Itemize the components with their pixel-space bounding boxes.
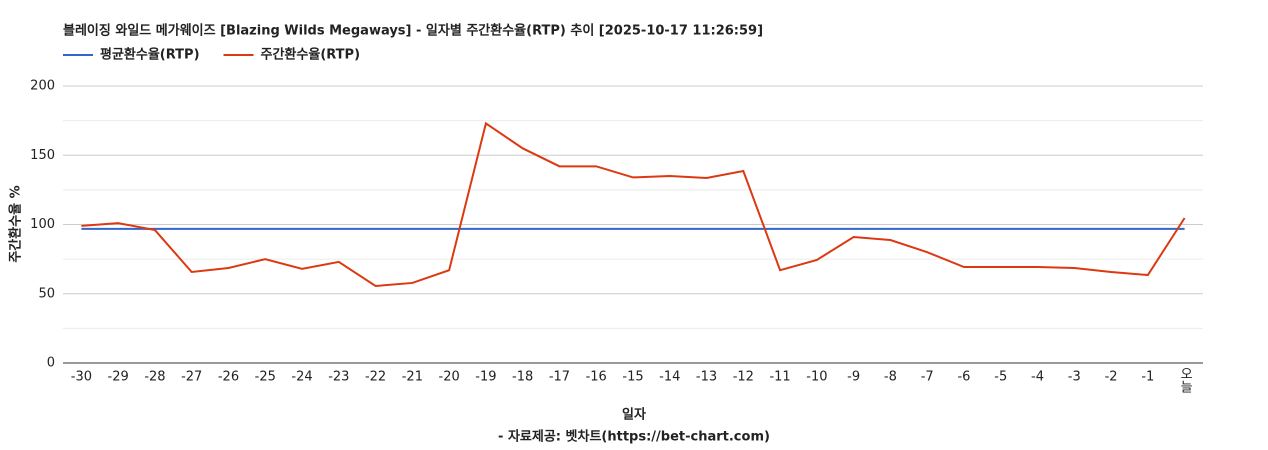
x-tick-label: -4 [1031,370,1044,385]
x-tick-label: 오늘 [1177,367,1192,393]
y-tick-label: 50 [38,286,55,301]
x-tick-label: -26 [218,370,239,385]
x-tick-label: -10 [806,370,827,385]
x-tick-label: -21 [402,370,423,385]
x-tick-label: -1 [1141,370,1154,385]
y-tick-label: 0 [47,356,55,371]
x-tick-label: -6 [957,370,970,385]
y-axis-label: 주간환수율 % [8,185,24,262]
y-tick-label: 200 [30,79,55,94]
x-tick-label: -19 [475,370,496,385]
x-tick-label: -3 [1068,370,1081,385]
legend-label: 주간환수율(RTP) [261,47,361,63]
x-tick-label: -28 [144,370,165,385]
x-axis-label: 일자 [622,408,646,423]
x-tick-label: -12 [733,370,754,385]
x-tick-label: -30 [71,370,92,385]
x-tick-label: -17 [549,370,570,385]
x-tick-label: -14 [659,370,680,385]
chart-title: 블레이징 와일드 메가웨이즈 [Blazing Wilds Megaways] … [63,23,763,39]
x-tick-label: -25 [255,370,276,385]
y-tick-label: 100 [30,217,55,232]
legend-label: 평균환수율(RTP) [100,47,200,63]
x-tick-label: -23 [328,370,349,385]
x-tick-label: -22 [365,370,386,385]
y-tick-label: 150 [30,148,55,163]
x-tick-label: -24 [291,370,312,385]
x-tick-label: -2 [1105,370,1118,385]
x-tick-label: -20 [439,370,460,385]
x-tick-label: -18 [512,370,533,385]
series-line [81,121,1186,288]
x-tick-label: -16 [586,370,607,385]
x-tick-label: -11 [769,370,790,385]
source-note: - 자료제공: 벳차트(https://bet-chart.com) [498,429,770,445]
x-tick-label: -9 [847,370,860,385]
x-tick-label: -8 [884,370,897,385]
x-tick-label: -15 [622,370,643,385]
x-tick-label: -7 [921,370,934,385]
x-tick-label: -29 [108,370,129,385]
x-tick-label: -13 [696,370,717,385]
x-tick-label: -5 [994,370,1007,385]
x-tick-label: -27 [181,370,202,385]
